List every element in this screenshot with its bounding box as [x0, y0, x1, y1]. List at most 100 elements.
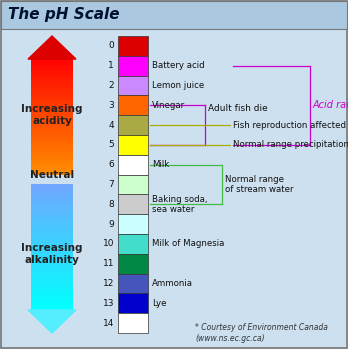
- Bar: [31, 108, 73, 111]
- Bar: [31, 291, 73, 294]
- Bar: [31, 203, 73, 207]
- Bar: [118, 294, 148, 313]
- Text: 0: 0: [108, 42, 114, 50]
- Bar: [31, 193, 73, 197]
- Bar: [31, 225, 73, 228]
- Bar: [31, 102, 73, 105]
- Bar: [31, 131, 73, 134]
- Polygon shape: [28, 310, 76, 333]
- Bar: [31, 190, 73, 194]
- Text: Vinegar: Vinegar: [152, 101, 185, 110]
- Bar: [31, 125, 73, 128]
- Bar: [31, 113, 73, 117]
- Bar: [118, 274, 148, 294]
- Bar: [31, 300, 73, 304]
- Text: Normal range
of stream water: Normal range of stream water: [225, 175, 293, 194]
- Bar: [31, 122, 73, 126]
- Bar: [31, 128, 73, 131]
- Bar: [31, 64, 73, 68]
- Bar: [1, 1, 347, 29]
- Bar: [31, 119, 73, 122]
- Bar: [31, 284, 73, 288]
- Bar: [31, 275, 73, 279]
- Text: 11: 11: [103, 259, 114, 268]
- Bar: [31, 154, 73, 157]
- Text: Battery acid: Battery acid: [152, 61, 205, 70]
- Text: 10: 10: [103, 239, 114, 248]
- Bar: [31, 171, 73, 174]
- Bar: [31, 142, 73, 146]
- Bar: [31, 134, 73, 137]
- Bar: [31, 148, 73, 151]
- Bar: [118, 194, 148, 214]
- Bar: [31, 240, 73, 244]
- Bar: [31, 253, 73, 257]
- Bar: [31, 269, 73, 272]
- Text: Milk: Milk: [152, 160, 169, 169]
- Bar: [31, 209, 73, 213]
- Text: 1: 1: [108, 61, 114, 70]
- Text: Baking soda,
sea water: Baking soda, sea water: [152, 195, 207, 214]
- Bar: [31, 105, 73, 108]
- Bar: [31, 212, 73, 216]
- Bar: [118, 313, 148, 333]
- Text: 2: 2: [108, 81, 114, 90]
- Bar: [31, 73, 73, 76]
- Bar: [118, 95, 148, 115]
- Text: Increasing
acidity: Increasing acidity: [21, 104, 83, 126]
- Bar: [31, 61, 73, 65]
- Bar: [31, 140, 73, 143]
- Bar: [31, 67, 73, 70]
- Bar: [118, 174, 148, 194]
- Text: 7: 7: [108, 180, 114, 189]
- Bar: [31, 116, 73, 120]
- Text: 9: 9: [108, 220, 114, 229]
- Bar: [118, 254, 148, 274]
- Bar: [31, 297, 73, 300]
- Bar: [31, 237, 73, 241]
- Bar: [31, 244, 73, 247]
- Bar: [31, 187, 73, 191]
- Bar: [31, 272, 73, 275]
- Bar: [31, 111, 73, 114]
- Bar: [31, 306, 73, 310]
- Bar: [31, 136, 73, 140]
- Text: Neutral: Neutral: [30, 170, 74, 180]
- Bar: [31, 159, 73, 163]
- Bar: [31, 184, 73, 188]
- Bar: [118, 36, 148, 56]
- Bar: [31, 82, 73, 85]
- Text: Fish reproduction affected: Fish reproduction affected: [233, 121, 346, 129]
- Bar: [31, 99, 73, 102]
- Bar: [31, 163, 73, 166]
- Polygon shape: [28, 36, 76, 59]
- Text: Acid rain: Acid rain: [313, 100, 348, 110]
- Text: 6: 6: [108, 160, 114, 169]
- Bar: [31, 218, 73, 222]
- Bar: [31, 200, 73, 203]
- Text: * Courtesy of Environment Canada
(www.ns.ec.gc.ca): * Courtesy of Environment Canada (www.ns…: [195, 323, 328, 343]
- Bar: [31, 250, 73, 253]
- Bar: [31, 196, 73, 200]
- Text: The pH Scale: The pH Scale: [8, 7, 120, 22]
- Bar: [31, 222, 73, 225]
- Bar: [31, 231, 73, 235]
- Bar: [31, 288, 73, 291]
- Text: 13: 13: [103, 299, 114, 308]
- Bar: [118, 56, 148, 76]
- Bar: [31, 215, 73, 219]
- Bar: [118, 115, 148, 135]
- Text: 3: 3: [108, 101, 114, 110]
- Bar: [118, 135, 148, 155]
- Bar: [31, 278, 73, 282]
- Bar: [31, 157, 73, 160]
- Text: Adult fish die: Adult fish die: [208, 104, 268, 113]
- Text: Increasing
alkalinity: Increasing alkalinity: [21, 243, 83, 265]
- Bar: [31, 76, 73, 79]
- Bar: [31, 294, 73, 297]
- Bar: [31, 206, 73, 210]
- Bar: [31, 59, 73, 62]
- Bar: [31, 303, 73, 307]
- Bar: [31, 234, 73, 238]
- Text: Lye: Lye: [152, 299, 166, 308]
